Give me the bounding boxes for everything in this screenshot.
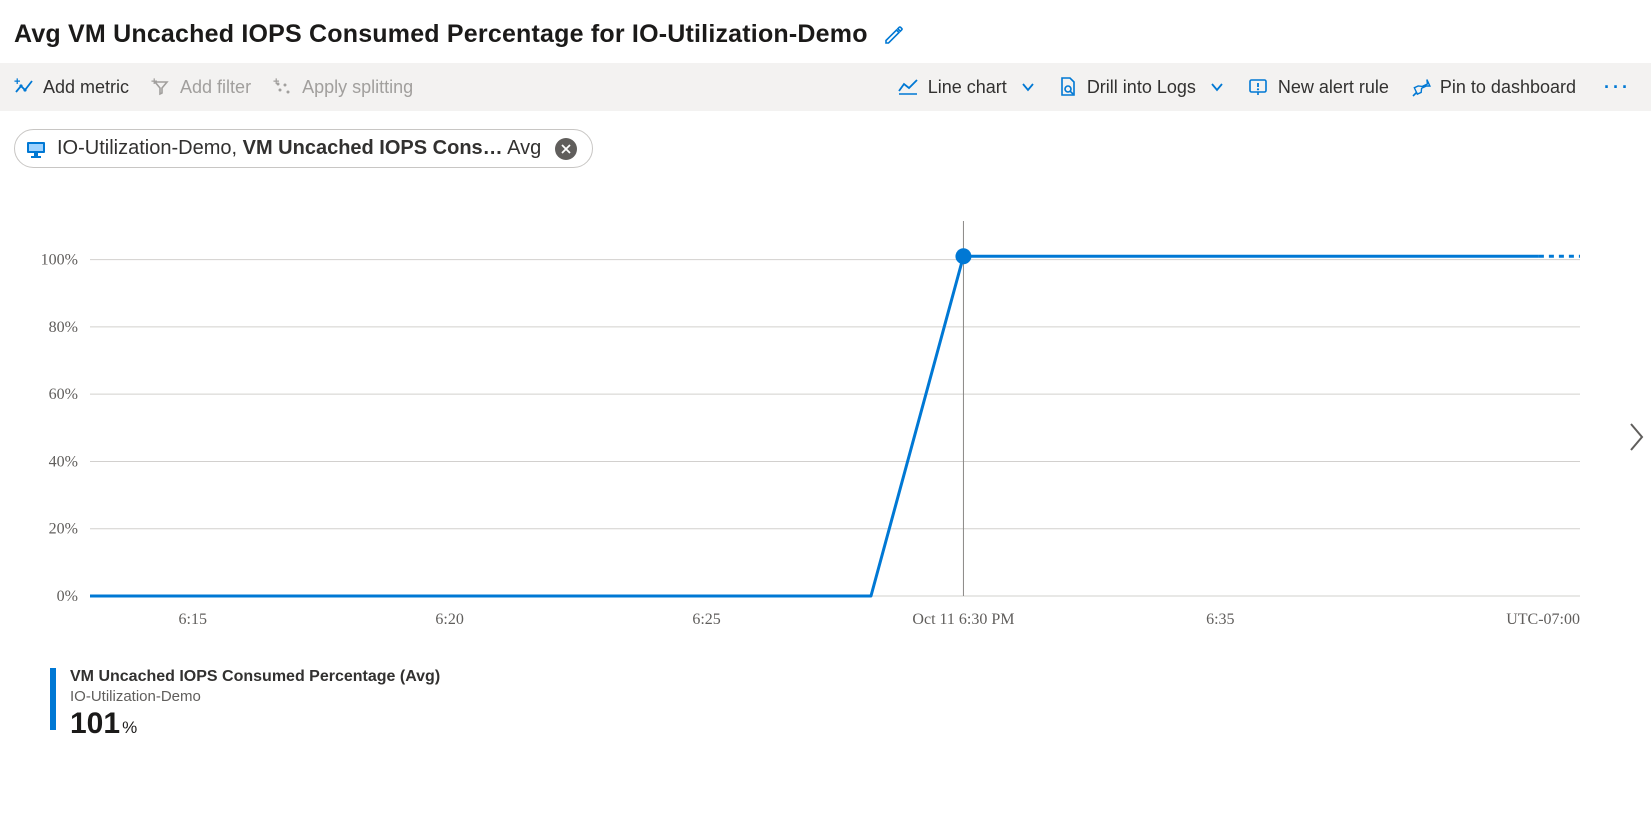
- svg-text:100%: 100%: [41, 252, 78, 269]
- chevron-down-icon: [1020, 79, 1036, 95]
- metric-pill[interactable]: IO-Utilization-Demo, VM Uncached IOPS Co…: [14, 129, 593, 168]
- new-alert-rule-label: New alert rule: [1278, 77, 1389, 98]
- drill-into-logs-label: Drill into Logs: [1087, 77, 1196, 98]
- svg-text:Oct 11 6:30 PM: Oct 11 6:30 PM: [912, 611, 1014, 628]
- apply-splitting-button[interactable]: + Apply splitting: [273, 77, 413, 98]
- svg-text:6:20: 6:20: [435, 611, 463, 628]
- legend-resource-label: IO-Utilization-Demo: [70, 688, 440, 705]
- drill-into-logs-button[interactable]: Drill into Logs: [1058, 76, 1225, 98]
- metrics-line-chart[interactable]: 0% 20% 40% 60% 80% 100% 6:15 6:20 6:25 Oct 11 6:3…: [20, 206, 1620, 656]
- add-filter-button[interactable]: + Add filter: [151, 77, 251, 98]
- svg-text:6:35: 6:35: [1206, 611, 1234, 628]
- pin-to-dashboard-label: Pin to dashboard: [1440, 77, 1576, 98]
- chevron-down-icon: [1209, 79, 1225, 95]
- add-metric-button[interactable]: + Add metric: [14, 77, 129, 98]
- metrics-toolbar: + Add metric + Add filter + Apply splitt…: [0, 63, 1651, 111]
- legend-unit: %: [122, 718, 137, 738]
- svg-text:20%: 20%: [49, 521, 78, 538]
- page-title: Avg VM Uncached IOPS Consumed Percentage…: [14, 20, 868, 49]
- svg-text:40%: 40%: [49, 453, 78, 470]
- svg-text:60%: 60%: [49, 386, 78, 403]
- legend-value: 101: [70, 707, 120, 741]
- svg-text:80%: 80%: [49, 319, 78, 336]
- svg-text:UTC-07:00: UTC-07:00: [1506, 611, 1580, 628]
- pin-to-dashboard-button[interactable]: Pin to dashboard: [1411, 76, 1576, 98]
- svg-text:6:25: 6:25: [692, 611, 720, 628]
- vm-resource-icon: [25, 138, 47, 160]
- chart-type-dropdown[interactable]: Line chart: [897, 77, 1036, 98]
- edit-title-icon[interactable]: [882, 23, 906, 47]
- apply-splitting-label: Apply splitting: [302, 77, 413, 98]
- pill-metric-label: VM Uncached IOPS Cons…: [243, 137, 503, 159]
- more-actions-button[interactable]: ···: [1598, 77, 1637, 98]
- chart-type-label: Line chart: [928, 77, 1007, 98]
- svg-text:0%: 0%: [57, 588, 78, 605]
- pill-resource-label: IO-Utilization-Demo,: [57, 137, 243, 159]
- svg-text:+: +: [273, 77, 279, 88]
- legend-color-bar: [50, 668, 56, 730]
- next-page-chevron[interactable]: [1627, 420, 1647, 459]
- add-metric-label: Add metric: [43, 77, 129, 98]
- remove-metric-icon[interactable]: [555, 138, 577, 160]
- pill-aggregation-label: Avg: [503, 137, 542, 159]
- svg-text:6:15: 6:15: [179, 611, 207, 628]
- add-filter-label: Add filter: [180, 77, 251, 98]
- legend-metric-label: VM Uncached IOPS Consumed Percentage (Av…: [70, 668, 440, 686]
- new-alert-rule-button[interactable]: New alert rule: [1247, 77, 1389, 98]
